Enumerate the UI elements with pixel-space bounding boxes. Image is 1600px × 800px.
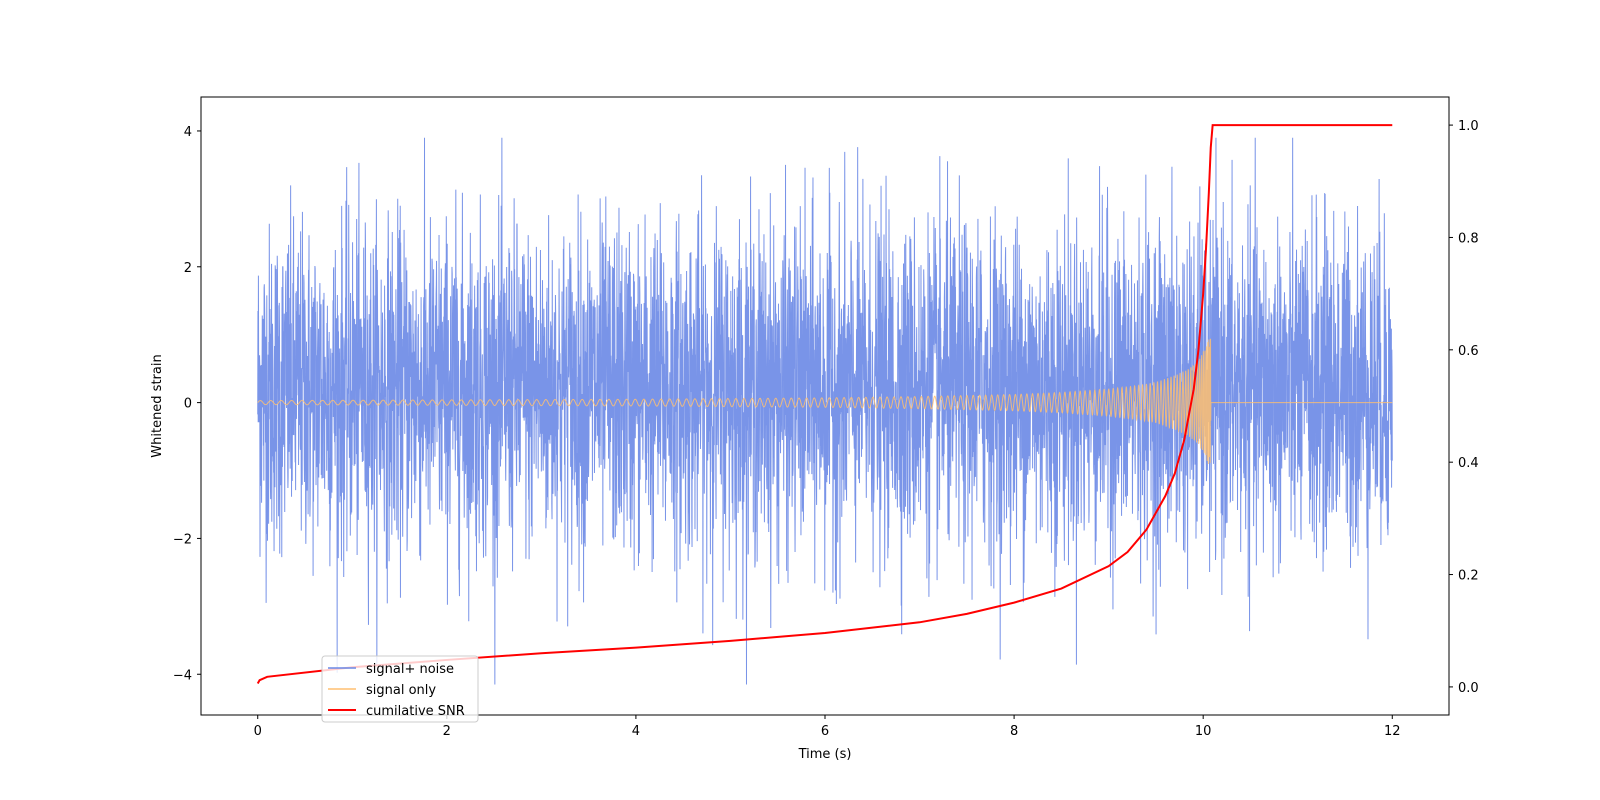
series-signal-noise-line xyxy=(257,137,1393,685)
legend: signal+ noise signal only cumilative SNR xyxy=(321,655,479,723)
series-layer xyxy=(256,124,1393,685)
x-tick-label: 6 xyxy=(821,724,829,739)
y-axis-ticks: −4 −2 0 2 4 xyxy=(173,125,201,683)
y2-tick-label: 1.0 xyxy=(1458,119,1479,134)
x-tick-label: 10 xyxy=(1195,724,1212,739)
y-tick-label: 0 xyxy=(184,397,192,412)
legend-label-signal-only: signal only xyxy=(366,683,436,698)
x-axis-label: Time (s) xyxy=(798,747,852,762)
legend-box xyxy=(321,655,479,723)
x-tick-label: 12 xyxy=(1384,724,1401,739)
y2-tick-label: 0.0 xyxy=(1458,681,1479,696)
x-tick-label: 2 xyxy=(443,724,451,739)
y-tick-label: −2 xyxy=(173,532,192,547)
y2-tick-label: 0.6 xyxy=(1458,344,1479,359)
x-tick-label: 4 xyxy=(632,724,640,739)
x-tick-label: 0 xyxy=(254,724,262,739)
legend-label-signal-noise: signal+ noise xyxy=(366,662,454,677)
legend-label-cumulative-snr: cumilative SNR xyxy=(366,704,465,719)
y-tick-label: −4 xyxy=(173,668,192,683)
x-tick-label: 8 xyxy=(1010,724,1018,739)
y2-axis-ticks: 0.0 0.2 0.4 0.6 0.8 1.0 xyxy=(1449,119,1479,696)
y2-tick-label: 0.8 xyxy=(1458,231,1479,246)
series-signal-only-line xyxy=(257,338,1393,465)
y-tick-label: 2 xyxy=(184,261,192,276)
y2-tick-label: 0.4 xyxy=(1458,456,1479,471)
y-tick-label: 4 xyxy=(184,125,192,140)
y-axis-label: Whitened strain xyxy=(150,354,165,457)
y2-tick-label: 0.2 xyxy=(1458,569,1479,584)
